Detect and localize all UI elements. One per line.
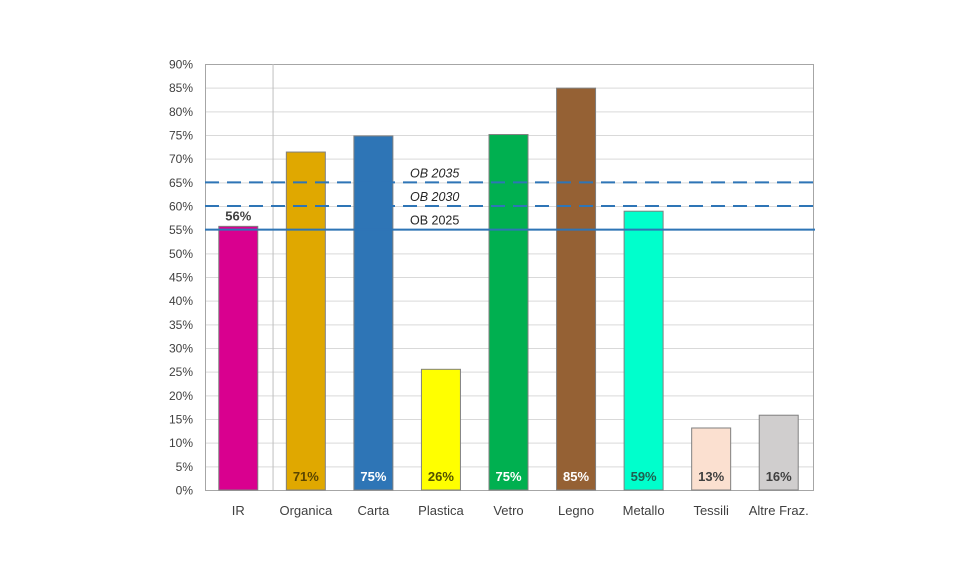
y-tick-label: 55% — [169, 223, 193, 237]
y-tick-label: 10% — [169, 436, 193, 450]
x-tick-label: Metallo — [623, 503, 665, 518]
y-tick-label: 25% — [169, 365, 193, 379]
x-tick-label: Legno — [558, 503, 594, 518]
data-label: 16% — [766, 469, 792, 484]
bar-legno — [556, 87, 597, 491]
data-label: 71% — [293, 469, 319, 484]
reference-line-label: OB 2035 — [410, 166, 459, 180]
data-label: 56% — [225, 208, 251, 223]
reference-line-label: OB 2030 — [410, 190, 459, 204]
y-tick-label: 75% — [169, 129, 193, 143]
data-label: 13% — [698, 469, 724, 484]
y-tick-label: 80% — [169, 105, 193, 119]
y-tick-label: 0% — [176, 484, 194, 498]
data-label: 59% — [631, 469, 657, 484]
reference-line-label: OB 2025 — [410, 214, 459, 228]
y-tick-label: 85% — [169, 81, 193, 95]
data-label: 75% — [495, 469, 521, 484]
x-tick-label: Altre Fraz. — [749, 503, 809, 518]
bar-vetro — [488, 134, 529, 491]
y-tick-label: 50% — [169, 247, 193, 261]
data-label: 75% — [360, 469, 386, 484]
y-tick-label: 40% — [169, 294, 193, 308]
bar-carta — [353, 135, 394, 491]
x-tick-label: Tessili — [693, 503, 729, 518]
y-tick-label: 35% — [169, 318, 193, 332]
data-label: 85% — [563, 469, 589, 484]
y-tick-label: 90% — [169, 58, 193, 72]
y-tick-label: 30% — [169, 342, 193, 356]
bar-altre-fraz- — [758, 414, 799, 491]
bar-plastica — [420, 368, 461, 491]
y-tick-label: 70% — [169, 152, 193, 166]
bar-organica — [285, 151, 326, 491]
x-tick-label: Plastica — [418, 503, 464, 518]
x-tick-label: IR — [232, 503, 245, 518]
y-tick-label: 65% — [169, 176, 193, 190]
x-tick-label: Organica — [279, 503, 333, 518]
y-tick-label: 45% — [169, 271, 193, 285]
y-tick-label: 5% — [176, 460, 194, 474]
data-label: 26% — [428, 469, 454, 484]
x-tick-label: Carta — [357, 503, 390, 518]
y-tick-label: 60% — [169, 200, 193, 214]
y-tick-label: 20% — [169, 389, 193, 403]
x-tick-label: Vetro — [493, 503, 523, 518]
bar-metallo — [623, 210, 664, 491]
y-tick-label: 15% — [169, 413, 193, 427]
bar-tessili — [691, 427, 732, 491]
bar-ir — [218, 225, 259, 491]
